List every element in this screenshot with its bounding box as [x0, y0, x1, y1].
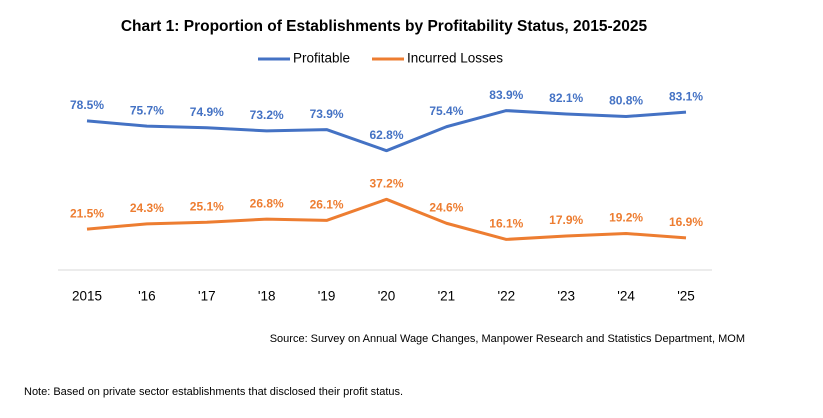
x-tick-label: '19 — [318, 289, 336, 304]
data-label: 75.4% — [429, 104, 463, 118]
x-tick-label: '22 — [498, 289, 516, 304]
x-tick-label: '23 — [557, 289, 575, 304]
data-label: 73.2% — [250, 108, 284, 122]
x-tick-label: '17 — [198, 289, 216, 304]
data-label: 83.1% — [669, 89, 703, 103]
data-label: 25.1% — [190, 199, 224, 213]
series-line — [86, 109, 687, 153]
legend-label: Profitable — [293, 51, 350, 66]
data-label: 16.9% — [669, 215, 703, 229]
data-label: 83.9% — [489, 88, 523, 102]
data-label: 75.7% — [130, 103, 164, 117]
data-label: 73.9% — [310, 107, 344, 121]
chart-title: Chart 1: Proportion of Establishments by… — [121, 18, 648, 35]
data-label: 26.8% — [250, 196, 284, 210]
x-tick-label: '25 — [677, 289, 695, 304]
data-label: 24.6% — [429, 200, 463, 214]
data-label: 78.5% — [70, 98, 104, 112]
data-label: 16.1% — [489, 217, 523, 231]
data-label: 24.3% — [130, 201, 164, 215]
x-tick-label: '18 — [258, 289, 276, 304]
data-label: 62.8% — [369, 128, 403, 142]
legend-label: Incurred Losses — [407, 51, 503, 66]
x-tick-label: 2015 — [72, 289, 102, 304]
series-line — [86, 197, 687, 241]
data-label: 37.2% — [369, 176, 403, 190]
data-label: 80.8% — [609, 94, 643, 108]
data-label: 26.1% — [310, 198, 344, 212]
data-label: 82.1% — [549, 91, 583, 105]
data-label: 21.5% — [70, 206, 104, 220]
source-note: Source: Survey on Annual Wage Changes, M… — [270, 333, 745, 345]
x-tick-label: '24 — [617, 289, 635, 304]
data-label: 19.2% — [609, 211, 643, 225]
x-tick-label: '20 — [378, 289, 396, 304]
x-tick-label: '21 — [438, 289, 456, 304]
data-label: 74.9% — [190, 105, 224, 119]
data-label: 17.9% — [549, 213, 583, 227]
footnote: Note: Based on private sector establishm… — [24, 386, 403, 398]
x-tick-label: '16 — [138, 289, 156, 304]
